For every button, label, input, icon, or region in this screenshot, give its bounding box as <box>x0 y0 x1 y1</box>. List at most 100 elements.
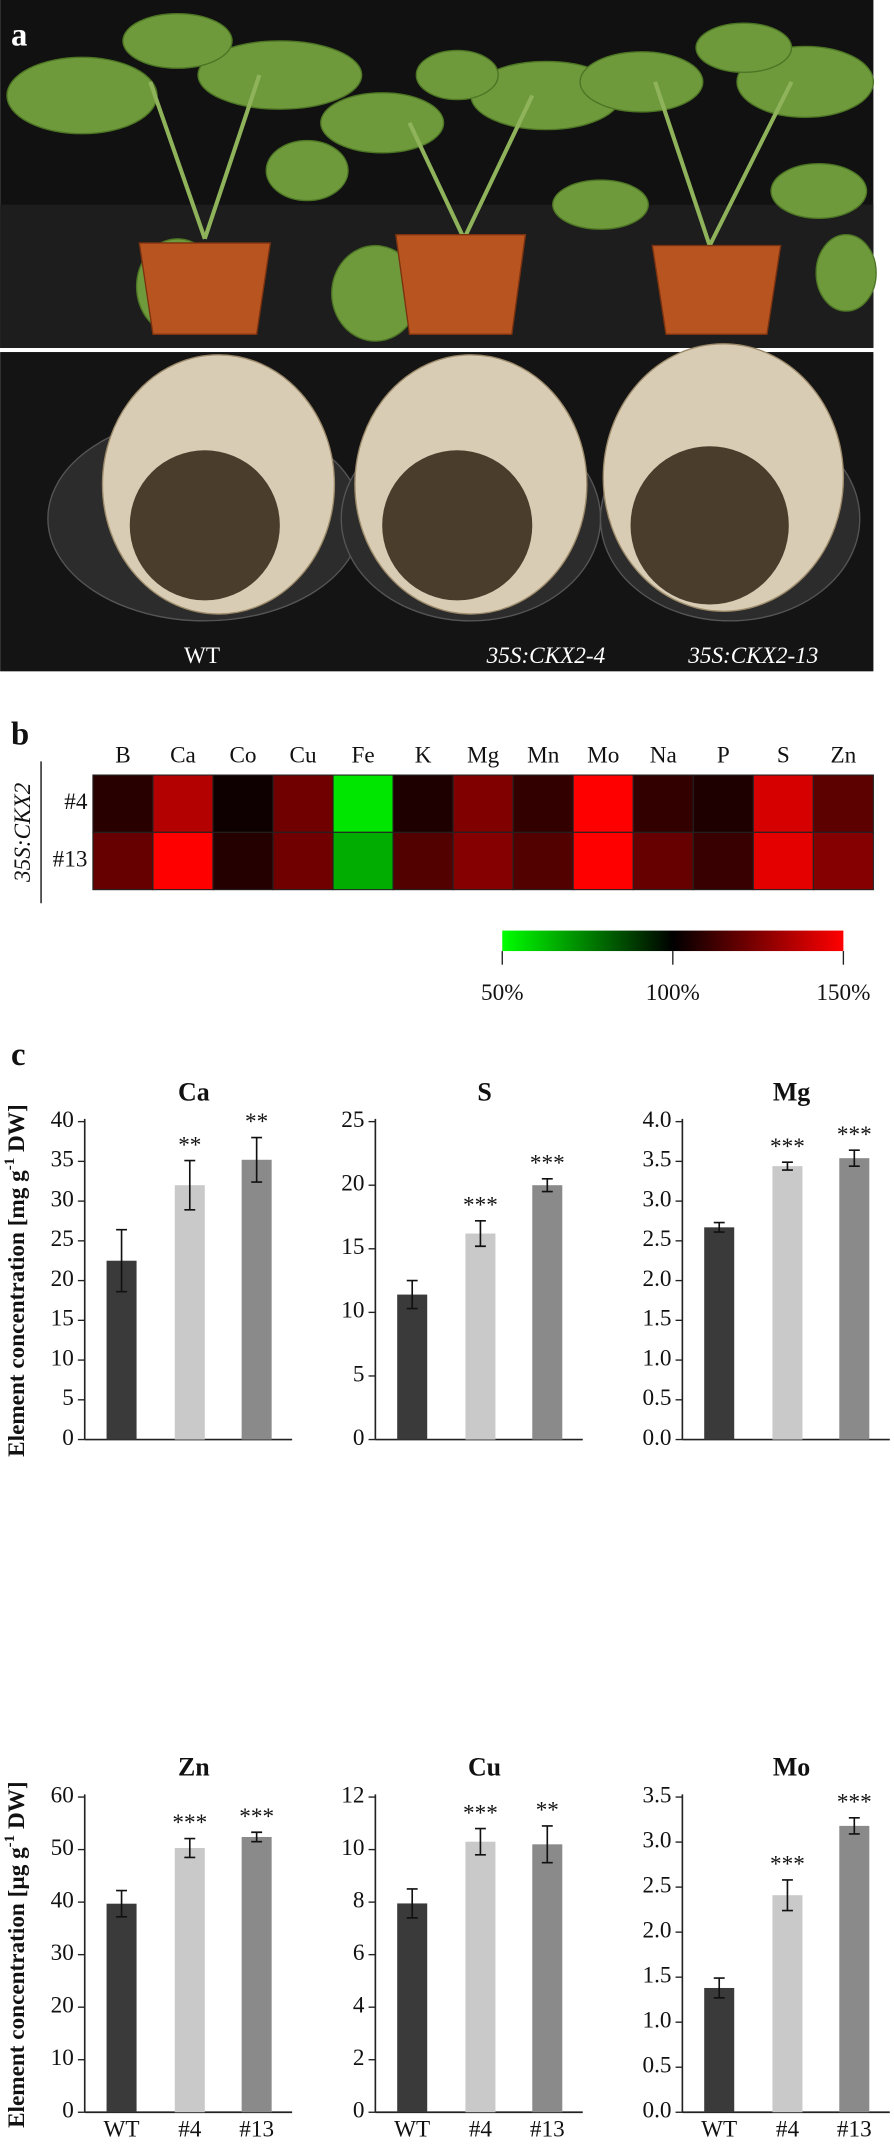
y-tick-label: 0 <box>62 1425 74 1451</box>
error-bar <box>848 1149 860 1167</box>
error-bar <box>406 1279 418 1310</box>
heatmap-cell <box>392 831 454 891</box>
y-tick-label: 0 <box>353 2098 365 2124</box>
y-tick-label: 15 <box>51 1306 74 1332</box>
error-bar <box>713 1977 725 1999</box>
chart-title: Ca <box>178 1077 210 1106</box>
heatmap-cell <box>812 774 874 833</box>
y-tick-label: 0.0 <box>642 1425 671 1451</box>
bar <box>397 1294 428 1440</box>
heatmap-cell <box>332 774 394 833</box>
column-label: Cu <box>290 743 317 769</box>
y-tick-label: 3.0 <box>642 1827 671 1853</box>
bar <box>772 1166 803 1440</box>
heatmap-cell <box>332 831 394 891</box>
bar <box>106 1903 137 2113</box>
significance-label: ** <box>178 1132 201 1158</box>
significance-label: *** <box>530 1151 565 1177</box>
y-tick-label: 3.0 <box>642 1186 671 1212</box>
y-tick-label: 1.5 <box>642 1962 671 1988</box>
column-label: P <box>717 743 730 769</box>
column-label: Ca <box>170 743 196 769</box>
column-label: B <box>115 743 130 769</box>
error-bar <box>116 1889 128 1918</box>
y-tick-label: 0.0 <box>642 2098 671 2124</box>
y-tick-label: 10 <box>51 1345 74 1371</box>
bar <box>241 1836 272 2113</box>
y-tick-label: 4 <box>353 1993 365 2019</box>
significance-label: *** <box>463 1800 498 1826</box>
heatmap-cell <box>152 774 214 833</box>
photo-label: 35S:CKX2-13 <box>687 643 818 669</box>
y-tick-label: 5 <box>353 1361 365 1387</box>
y-tick-label: 20 <box>341 1171 364 1197</box>
error-bar <box>406 1888 418 1919</box>
y-tick-label: 2.0 <box>642 1917 671 1943</box>
error-bar <box>184 1837 196 1859</box>
bar <box>241 1159 272 1440</box>
heatmap-cell <box>692 774 754 833</box>
y-tick-label: 2 <box>353 2045 365 2071</box>
y-tick-label: 50 <box>51 1835 74 1861</box>
heatmap-cell <box>392 774 454 833</box>
error-bar <box>541 1825 553 1864</box>
y-axis-label-text: Element concentration [mg g <box>5 1170 31 1457</box>
y-tick-label: 0.5 <box>642 2053 671 2079</box>
row-label: #13 <box>53 846 88 872</box>
column-label: Mo <box>587 743 619 769</box>
y-tick-label: 12 <box>341 1782 364 1808</box>
y-tick-label: 3.5 <box>642 1147 671 1173</box>
bar <box>465 1233 496 1440</box>
bar <box>704 1227 735 1440</box>
heatmap-cell <box>752 774 814 833</box>
error-bar <box>251 1831 263 1843</box>
bar <box>839 1158 870 1440</box>
column-label: K <box>415 743 432 769</box>
panel-label: c <box>11 1037 26 1073</box>
error-bar <box>251 1136 263 1183</box>
y-tick-label: 40 <box>51 1887 74 1913</box>
bar <box>174 1185 205 1440</box>
heatmap-cell <box>272 774 334 833</box>
x-tick-label: #13 <box>837 2117 872 2143</box>
photo-label: 35S:CKX2-4 <box>486 643 606 669</box>
y-axis-label: Element concentration [mg g-1 DW] <box>2 1104 30 1457</box>
heatmap-cell <box>452 831 514 891</box>
y-tick-label: 10 <box>341 1298 364 1324</box>
y-tick-label: 10 <box>51 2045 74 2071</box>
bar <box>465 1841 496 2113</box>
bar <box>839 1825 870 2113</box>
photo-label: WT <box>184 643 220 669</box>
significance-label: *** <box>770 1852 805 1878</box>
column-label: Na <box>650 743 677 769</box>
significance-label: *** <box>837 1122 872 1148</box>
bar <box>772 1895 803 2113</box>
significance-label: ** <box>536 1798 559 1824</box>
row-label: #4 <box>64 789 88 815</box>
y-axis-label-superscript: -1 <box>2 1158 18 1171</box>
y-tick-label: 0 <box>353 1425 365 1451</box>
y-tick-label: 2.5 <box>642 1872 671 1898</box>
panel-label: a <box>11 18 27 54</box>
colorbar-tick-label: 50% <box>481 980 524 1006</box>
heatmap-cell <box>572 831 634 891</box>
y-tick-label: 2.0 <box>642 1266 671 1292</box>
y-tick-label: 6 <box>353 1940 365 1966</box>
column-label: Co <box>229 743 256 769</box>
heatmap-cell <box>632 831 694 891</box>
stems <box>148 74 794 247</box>
error-bar <box>474 1827 486 1856</box>
significance-label: *** <box>770 1134 805 1160</box>
heatmap-cell <box>512 831 574 891</box>
column-label: Zn <box>831 743 857 769</box>
y-tick-label: 1.0 <box>642 1345 671 1371</box>
panel-label: b <box>11 716 29 752</box>
heatmap-cell <box>452 774 514 833</box>
error-bar <box>781 1161 793 1171</box>
colorbar <box>502 930 844 952</box>
heatmap-cell <box>212 774 274 833</box>
error-bar <box>184 1159 196 1211</box>
error-bar <box>474 1219 486 1248</box>
y-tick-label: 40 <box>51 1107 74 1133</box>
